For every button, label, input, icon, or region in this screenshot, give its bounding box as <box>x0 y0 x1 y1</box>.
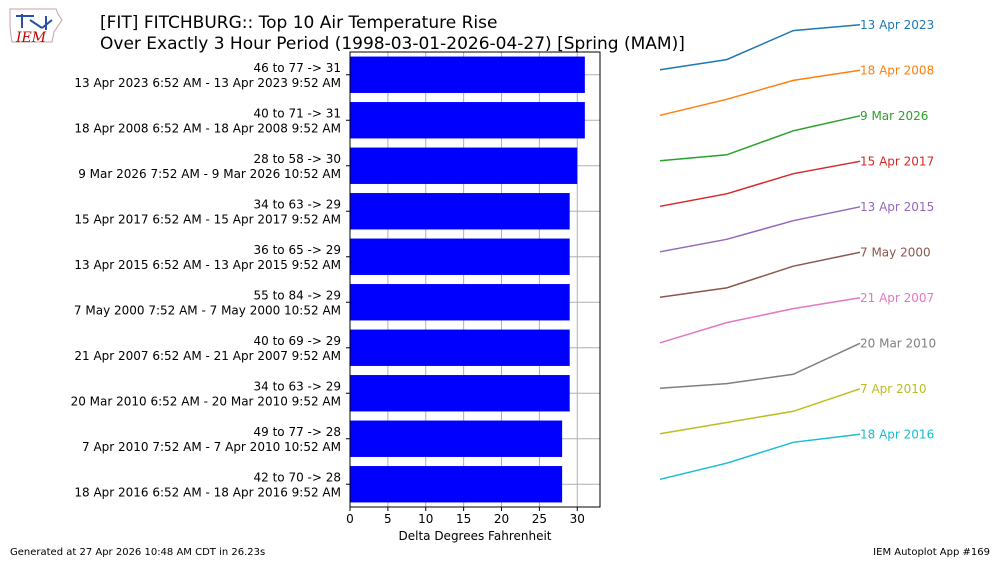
bar <box>350 193 570 230</box>
y-label-period: 21 Apr 2007 6:52 AM - 21 Apr 2007 9:52 A… <box>74 349 341 363</box>
y-label-period: 18 Apr 2008 6:52 AM - 18 Apr 2008 9:52 A… <box>74 121 341 135</box>
trace-line <box>659 388 861 435</box>
y-label-period: 15 Apr 2017 6:52 AM - 15 Apr 2017 9:52 A… <box>74 212 341 226</box>
y-label-period: 9 Mar 2026 7:52 AM - 9 Mar 2026 10:52 AM <box>78 167 341 181</box>
trace-label: 15 Apr 2017 <box>860 154 934 168</box>
bar <box>350 56 585 93</box>
chart-title: [FIT] FITCHBURG:: Top 10 Air Temperature… <box>100 13 685 55</box>
trace-line <box>659 69 861 117</box>
bar <box>350 284 570 321</box>
logo-text: IEM <box>15 30 47 46</box>
trace-label: 13 Apr 2023 <box>860 18 934 32</box>
trace-label: 20 Mar 2010 <box>860 336 936 350</box>
y-label-range: 40 to 69 -> 29 <box>254 334 342 348</box>
y-label-period: 7 May 2000 7:52 AM - 7 May 2000 10:52 AM <box>74 303 341 317</box>
trace-label: 7 Apr 2010 <box>860 382 927 396</box>
bar <box>350 147 578 184</box>
trace-label: 18 Apr 2016 <box>860 427 934 441</box>
bar <box>350 375 570 412</box>
bar <box>350 420 563 457</box>
trace-label: 9 Mar 2026 <box>860 109 928 123</box>
x-tick-label: 10 <box>418 512 433 526</box>
x-axis-label: Delta Degrees Fahrenheit <box>398 529 551 543</box>
y-label-range: 40 to 71 -> 31 <box>254 106 342 120</box>
y-label-period: 7 Apr 2010 7:52 AM - 7 Apr 2010 10:52 AM <box>82 440 341 454</box>
y-label-period: 13 Apr 2023 6:52 AM - 13 Apr 2023 9:52 A… <box>74 76 341 90</box>
footer-app: IEM Autoplot App #169 <box>873 547 990 558</box>
trace-line <box>659 297 861 344</box>
trace-line <box>659 160 861 208</box>
x-tick-label: 15 <box>456 512 471 526</box>
title-line-1: [FIT] FITCHBURG:: Top 10 Air Temperature… <box>100 13 498 33</box>
trace-label: 13 Apr 2015 <box>860 200 934 214</box>
footer-generated: Generated at 27 Apr 2026 10:48 AM CDT in… <box>10 547 266 558</box>
y-label-range: 34 to 63 -> 29 <box>254 379 342 393</box>
trace-line <box>659 433 861 481</box>
y-label-period: 13 Apr 2015 6:52 AM - 13 Apr 2015 9:52 A… <box>74 258 341 272</box>
y-label-range: 55 to 84 -> 29 <box>254 288 342 302</box>
trace-line <box>659 342 861 390</box>
trace-line <box>659 251 861 299</box>
x-tick-label: 5 <box>384 512 392 526</box>
y-label-range: 49 to 77 -> 28 <box>254 425 342 439</box>
iem-logo: IEM <box>9 8 63 46</box>
x-tick-label: 20 <box>494 512 509 526</box>
y-label-range: 28 to 58 -> 30 <box>254 152 342 166</box>
y-label-range: 36 to 65 -> 29 <box>254 243 342 257</box>
y-label-period: 20 Mar 2010 6:52 AM - 20 Mar 2010 9:52 A… <box>71 394 341 408</box>
trace-label: 7 May 2000 <box>860 245 931 259</box>
x-tick-label: 25 <box>532 512 547 526</box>
y-label-range: 34 to 63 -> 29 <box>254 197 342 211</box>
bar <box>350 238 570 275</box>
bar <box>350 102 585 139</box>
bar <box>350 466 563 503</box>
trace-line <box>659 115 861 162</box>
trace-label: 21 Apr 2007 <box>860 291 934 305</box>
y-label-range: 46 to 77 -> 31 <box>254 61 342 75</box>
y-label-range: 42 to 70 -> 28 <box>254 470 342 484</box>
y-label-period: 18 Apr 2016 6:52 AM - 18 Apr 2016 9:52 A… <box>74 485 341 499</box>
x-tick-label: 30 <box>570 512 585 526</box>
trace-line <box>659 24 861 71</box>
x-tick-label: 0 <box>346 512 354 526</box>
trace-label: 18 Apr 2008 <box>860 63 934 77</box>
bar <box>350 329 570 366</box>
trace-line <box>659 206 861 253</box>
title-line-2: Over Exactly 3 Hour Period (1998-03-01-2… <box>100 34 685 54</box>
plot-frame <box>349 51 601 508</box>
